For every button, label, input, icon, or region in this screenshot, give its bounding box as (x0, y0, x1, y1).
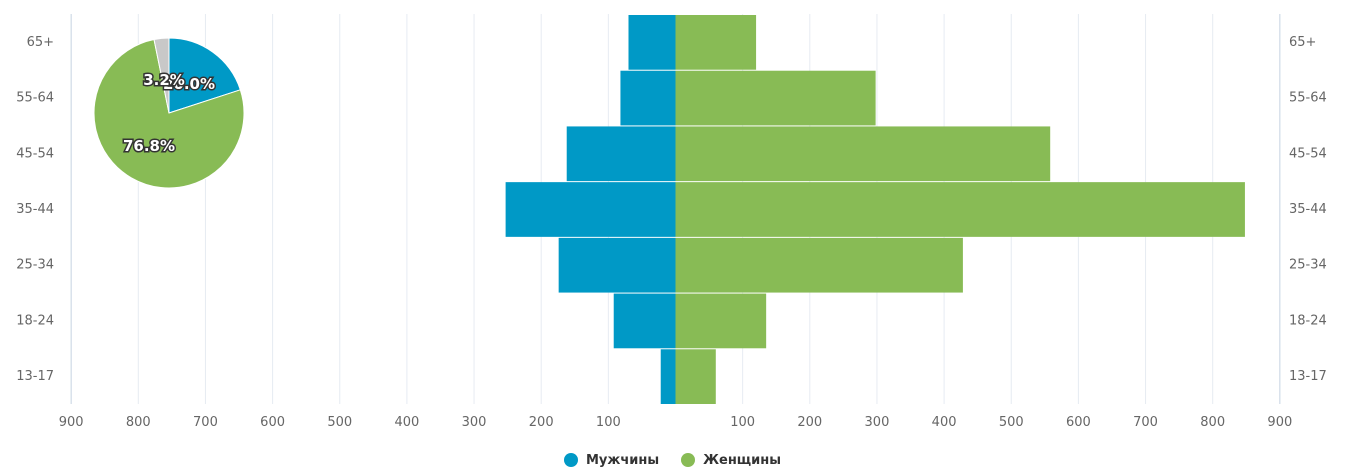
x-tick-label: 400 (394, 415, 419, 430)
x-tick-label: 100 (730, 415, 755, 430)
bar-male-25-34[interactable] (558, 237, 676, 293)
bar-male-55-64[interactable] (620, 70, 676, 126)
x-tick-label: 600 (1066, 415, 1091, 430)
x-tick-label: 200 (529, 415, 554, 430)
bar-female-18-24[interactable] (675, 293, 767, 349)
y-tick-label-right: 55-64 (1289, 91, 1327, 106)
pie-slice-0[interactable] (168, 37, 241, 114)
y-tick-label-left: 45-54 (16, 146, 54, 161)
bar-female-35-44[interactable] (675, 182, 1245, 237)
bar-female-55-64[interactable] (675, 70, 876, 126)
y-tick-label-right: 25-34 (1289, 258, 1327, 273)
x-tick-label: 100 (596, 415, 621, 430)
y-tick-label-right: 45-54 (1289, 146, 1327, 161)
legend-label-male: Мужчины (585, 452, 660, 468)
x-tick-label: 900 (59, 415, 84, 430)
x-tick-label: 500 (999, 415, 1024, 430)
bar-male-13-17[interactable] (660, 349, 676, 404)
x-tick-label: 800 (126, 415, 151, 430)
x-tick-label: 600 (260, 415, 285, 430)
legend-item-male[interactable]: Мужчины (563, 452, 660, 468)
x-tick-label: 400 (932, 415, 957, 430)
pie-slice-2[interactable] (153, 37, 170, 114)
y-tick-label-right: 65+ (1289, 35, 1316, 50)
x-tick-label: 300 (462, 415, 487, 430)
legend: Мужчины Женщины (0, 452, 1345, 468)
x-tick-label: 300 (865, 415, 890, 430)
y-axis-left: 65+ 55-64 45-54 35-44 25-34 18-24 13-17 (16, 35, 54, 384)
x-tick-label: 200 (797, 415, 822, 430)
bar-male-65+[interactable] (628, 15, 676, 70)
legend-swatch-male (563, 453, 578, 467)
bar-male-35-44[interactable] (505, 182, 676, 237)
x-tick-label: 900 (1267, 415, 1292, 430)
y-tick-label-right: 35-44 (1289, 202, 1327, 217)
y-tick-label-left: 65+ (27, 35, 54, 50)
y-tick-label-right: 13-17 (1289, 369, 1327, 384)
bar-female-13-17[interactable] (675, 349, 716, 404)
y-tick-label-left: 35-44 (16, 202, 54, 217)
legend-label-female: Женщины (703, 452, 782, 468)
bars (505, 15, 1245, 404)
y-tick-label-left: 13-17 (16, 369, 54, 384)
bar-female-45-54[interactable] (675, 126, 1051, 182)
y-tick-label-left: 55-64 (16, 91, 54, 106)
bar-male-18-24[interactable] (613, 293, 676, 349)
x-tick-label: 700 (193, 415, 218, 430)
gender-pie-chart: 20.0% 76.8% 3.2% (93, 37, 245, 189)
y-tick-label-left: 25-34 (16, 258, 54, 273)
x-tick-label: 500 (327, 415, 352, 430)
legend-swatch-female (681, 453, 696, 467)
y-tick-label-left: 18-24 (16, 313, 54, 328)
pie-data-label: 20.0% (163, 75, 215, 93)
y-tick-label-right: 18-24 (1289, 313, 1327, 328)
pie-data-label: 3.2% (143, 71, 185, 89)
pie-data-label: 76.8% (123, 137, 175, 155)
pie-slice-1[interactable] (93, 38, 245, 189)
bar-female-65+[interactable] (675, 15, 757, 70)
bar-male-45-54[interactable] (566, 126, 676, 182)
x-tick-label: 700 (1133, 415, 1158, 430)
legend-item-female[interactable]: Женщины (681, 453, 781, 468)
x-axis: 900 800 700 600 500 400 300 200 100 100 200 300 400 5… (59, 415, 1293, 430)
bar-female-25-34[interactable] (675, 237, 963, 293)
x-tick-label: 800 (1200, 415, 1225, 430)
y-axis-right: 65+ 55-64 45-54 35-44 25-34 18-24 13-17 (1289, 35, 1327, 384)
